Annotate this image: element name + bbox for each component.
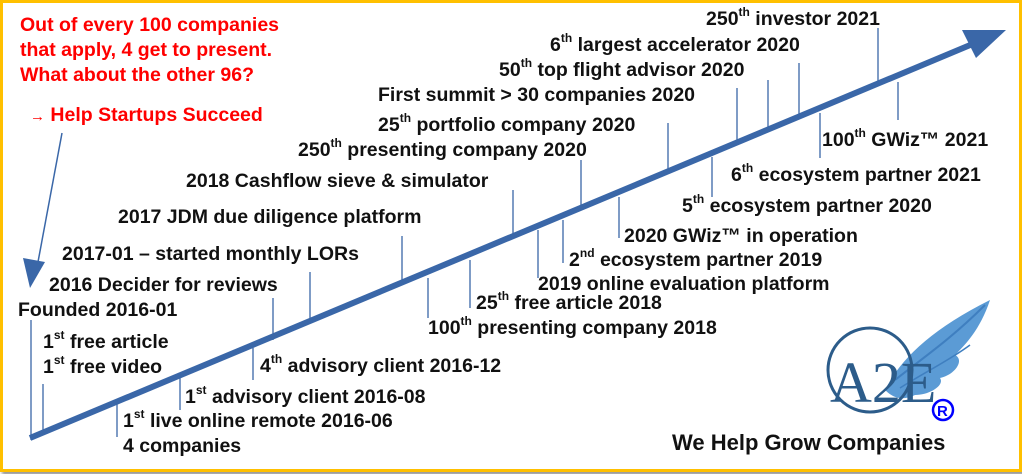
- milestone-num: 25: [476, 292, 498, 314]
- intro-line-2: that apply, 4 get to present.: [20, 39, 273, 61]
- milestone-text: 2016 Decider for reviews: [49, 274, 278, 296]
- a2e-logo: A2E R: [826, 300, 990, 422]
- milestone-text: free video: [64, 356, 163, 378]
- milestone-label: 1st advisory client 2016-08: [185, 382, 426, 409]
- milestone-num: 50: [499, 59, 521, 81]
- milestone-label: 250th investor 2021: [706, 4, 880, 31]
- milestone-label: 2019 online evaluation platform: [538, 273, 830, 295]
- milestone-sup: th: [330, 135, 342, 150]
- timeline-arrow-head: [962, 30, 1006, 58]
- milestone-text: free article 2018: [509, 292, 662, 314]
- milestone-text: 4 companies: [123, 435, 242, 457]
- milestone-num: 25: [378, 114, 400, 136]
- tick-lines: [30, 28, 899, 440]
- milestone-label: 6th largest accelerator 2020: [550, 30, 800, 57]
- milestone-num: 4: [260, 355, 271, 377]
- milestone-text: 2020 GWiz™ in operation: [624, 225, 858, 247]
- milestone-text: presenting company 2020: [341, 139, 587, 161]
- milestone-sup: st: [133, 406, 145, 421]
- milestone-label: 2017-01 – started monthly LORs: [62, 243, 359, 265]
- milestone-sup: th: [854, 125, 866, 140]
- milestone-sup: th: [520, 55, 533, 70]
- milestone-text: portfolio company 2020: [411, 114, 636, 136]
- call-to-action: → Help Startups Succeed: [30, 104, 263, 128]
- logo-letters: A2E: [830, 350, 936, 415]
- milestone-num: 2: [569, 249, 580, 271]
- milestone-sup: th: [560, 30, 573, 45]
- milestone-num: 6: [550, 34, 561, 56]
- milestone-label: 1st live online remote 2016-06: [123, 406, 393, 433]
- milestone-text: largest accelerator 2020: [572, 34, 800, 56]
- milestone-label: 2018 Cashflow sieve & simulator: [186, 170, 488, 192]
- milestone-sup: st: [195, 382, 207, 397]
- milestone-label: Founded 2016-01: [18, 299, 177, 321]
- milestone-sup: th: [460, 313, 472, 328]
- milestone-text: 2017 JDM due diligence platform: [118, 206, 422, 228]
- milestone-text: free article: [64, 331, 169, 353]
- milestone-label: 2017 JDM due diligence platform: [118, 206, 421, 228]
- pointer-arrow-line: [37, 132, 63, 263]
- milestone-text: advisory client 2016-08: [206, 386, 426, 408]
- milestone-label: 1st free article: [43, 327, 169, 354]
- milestone-text: top flight advisor 2020: [532, 59, 745, 81]
- milestone-num: 100: [822, 129, 855, 151]
- milestone-sup: th: [738, 4, 750, 19]
- milestone-label: 50th top flight advisor 2020: [499, 55, 745, 82]
- milestone-sup: st: [53, 327, 65, 342]
- milestone-label: 100th GWiz™ 2021: [822, 125, 989, 152]
- milestone-label: 4th advisory client 2016-12: [260, 351, 502, 378]
- milestone-text: investor 2021: [749, 8, 880, 30]
- milestone-text: ecosystem partner 2019: [594, 249, 823, 271]
- milestone-label: First summit > 30 companies 2020: [378, 84, 695, 106]
- milestone-text: Founded 2016-01: [18, 299, 178, 321]
- milestone-sup: th: [497, 288, 510, 303]
- milestone-label: 2nd ecosystem partner 2019: [569, 245, 823, 272]
- milestone-num: 100: [428, 317, 461, 339]
- milestone-text: First summit > 30 companies 2020: [378, 84, 696, 106]
- milestone-text: 2018 Cashflow sieve & simulator: [186, 170, 489, 192]
- intro-line-3: What about the other 96?: [20, 64, 254, 86]
- milestone-label: 4 companies: [123, 435, 241, 457]
- milestone-label: 100th presenting company 2018: [428, 313, 717, 340]
- milestone-text: 2019 online evaluation platform: [538, 273, 830, 295]
- milestone-num: 1: [43, 331, 54, 353]
- milestone-sup: th: [692, 191, 705, 206]
- milestone-text: 2017-01 – started monthly LORs: [62, 243, 359, 265]
- milestone-text: presenting company 2018: [471, 317, 717, 339]
- milestone-num: 1: [185, 386, 196, 408]
- milestone-label: 25th portfolio company 2020: [378, 110, 636, 137]
- milestone-num: 1: [123, 410, 134, 432]
- milestone-sup: st: [53, 352, 65, 367]
- milestone-label: 25th free article 2018: [476, 288, 662, 315]
- milestone-text: ecosystem partner 2021: [753, 164, 981, 186]
- milestone-label: 2016 Decider for reviews: [49, 274, 278, 296]
- milestone-label: 6th ecosystem partner 2021: [731, 160, 981, 187]
- milestone-sup: th: [741, 160, 754, 175]
- milestone-sup: nd: [579, 245, 595, 260]
- milestone-text: live online remote 2016-06: [144, 410, 393, 432]
- milestone-num: 1: [43, 356, 54, 378]
- milestone-text: GWiz™ 2021: [865, 129, 989, 151]
- milestone-label: 250th presenting company 2020: [298, 135, 587, 162]
- svg-text:R: R: [937, 403, 948, 420]
- intro-line-1: Out of every 100 companies: [20, 14, 280, 36]
- call-to-action-text: Help Startups Succeed: [50, 104, 263, 126]
- milestone-num: 250: [706, 8, 739, 30]
- right-arrow-icon: →: [30, 108, 45, 125]
- milestone-num: 250: [298, 139, 331, 161]
- milestone-sup: th: [270, 351, 283, 366]
- milestone-label: 2020 GWiz™ in operation: [624, 225, 858, 247]
- pointer-arrow-head: [23, 258, 45, 288]
- milestone-label: 5th ecosystem partner 2020: [682, 191, 932, 218]
- milestone-sup: th: [399, 110, 412, 125]
- milestone-num: 6: [731, 164, 742, 186]
- timeline-arrow-shaft: [28, 40, 977, 441]
- milestone-text: advisory client 2016-12: [282, 355, 502, 377]
- milestone-text: ecosystem partner 2020: [704, 195, 932, 217]
- milestone-num: 5: [682, 195, 693, 217]
- milestone-label: 1st free video: [43, 352, 163, 379]
- slogan: We Help Grow Companies: [672, 430, 946, 455]
